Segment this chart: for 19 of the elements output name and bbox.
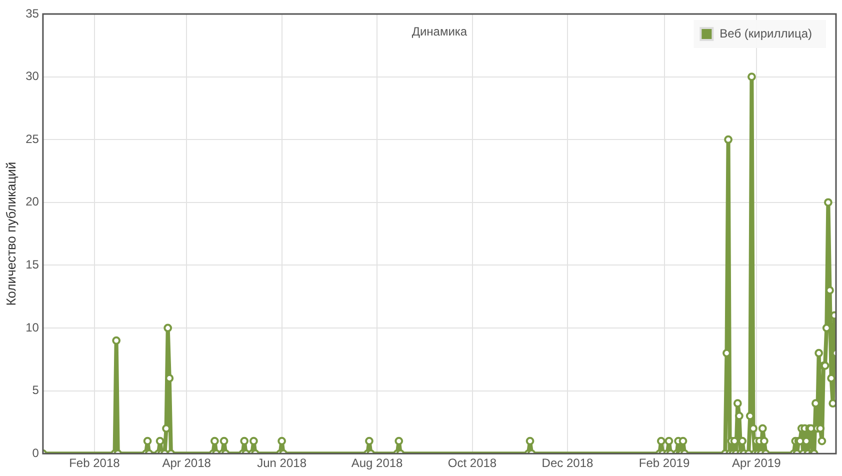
y-tick-label: 20 [26, 194, 40, 209]
x-tick-label: Feb 2019 [638, 456, 690, 470]
x-tick-label: Oct 2018 [448, 456, 497, 470]
legend-label: Веб (кириллица) [720, 26, 812, 40]
x-tick-label: Apr 2019 [732, 456, 782, 470]
x-tick-label: Dec 2018 [542, 456, 594, 470]
x-tick-label: Aug 2018 [351, 456, 404, 470]
y-tick-label: 25 [26, 132, 40, 146]
y-tick-label: 0 [32, 446, 40, 460]
x-tick-label: Feb 2018 [69, 456, 120, 470]
x-tick-label: Jun 2018 [257, 456, 307, 470]
y-tick-label: 35 [26, 6, 40, 20]
text: Динамика [412, 24, 468, 38]
y-axis-title: Количество публикаций [3, 162, 18, 306]
y-tick-label: 30 [26, 69, 40, 84]
y-tick-label: 10 [26, 320, 40, 334]
x-tick-label: Apr 2018 [162, 456, 212, 470]
y-tick-label: 15 [26, 258, 40, 272]
y-tick-label: 5 [32, 383, 40, 398]
